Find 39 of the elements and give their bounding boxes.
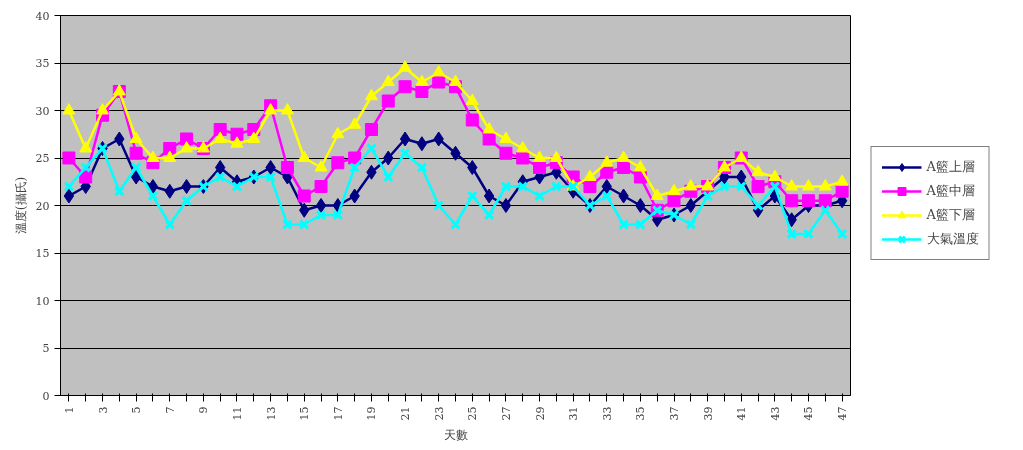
- x-tick-label: 41: [735, 406, 749, 421]
- y-tick-label: 35: [35, 57, 50, 70]
- x-tick-label: 21: [399, 406, 413, 421]
- x-tick-label: 39: [701, 406, 715, 421]
- x-tick-label: 33: [600, 406, 614, 421]
- x-tick-label: 9: [197, 406, 211, 414]
- x-tick-label: 35: [634, 406, 648, 421]
- y-tick-label: 25: [35, 152, 50, 165]
- x-tick-label: 47: [836, 406, 850, 421]
- y-tick-label: 30: [35, 104, 50, 118]
- y-tick-label: 15: [35, 247, 50, 260]
- y-tick-label: 10: [35, 294, 50, 308]
- x-tick-label: 11: [230, 406, 244, 421]
- x-tick-label: 23: [432, 406, 446, 421]
- legend-label: A籃中層: [926, 181, 975, 200]
- legend-label: A籃上層: [926, 157, 975, 176]
- x-tick-label: 27: [499, 406, 513, 421]
- y-tick-label: 0: [42, 389, 50, 403]
- y-tick-label: 40: [35, 9, 50, 23]
- x-tick-label: 15: [298, 406, 312, 421]
- x-tick-label: 29: [533, 406, 547, 421]
- x-tick-label: 7: [163, 406, 177, 414]
- legend-label: A籃下層: [926, 205, 975, 224]
- x-tick-label: 25: [466, 406, 480, 421]
- x-tick-label: 1: [62, 406, 76, 414]
- x-tick-label: 37: [668, 406, 682, 421]
- x-tick-label: 17: [331, 406, 345, 421]
- x-tick-label: 45: [802, 406, 816, 421]
- y-axis-title: 溫度(攝氏): [13, 176, 28, 235]
- x-tick-label: 5: [130, 406, 144, 414]
- x-tick-label: 31: [567, 406, 581, 421]
- x-tick-label: 19: [365, 406, 379, 421]
- x-tick-label: 3: [96, 406, 110, 414]
- x-axis-title: 天數: [443, 428, 468, 443]
- y-tick-label: 20: [35, 199, 50, 213]
- legend-label: 大氣溫度: [926, 229, 979, 248]
- x-tick-label: 43: [768, 406, 782, 421]
- y-tick-label: 5: [42, 342, 50, 355]
- x-tick-label: 13: [264, 406, 278, 421]
